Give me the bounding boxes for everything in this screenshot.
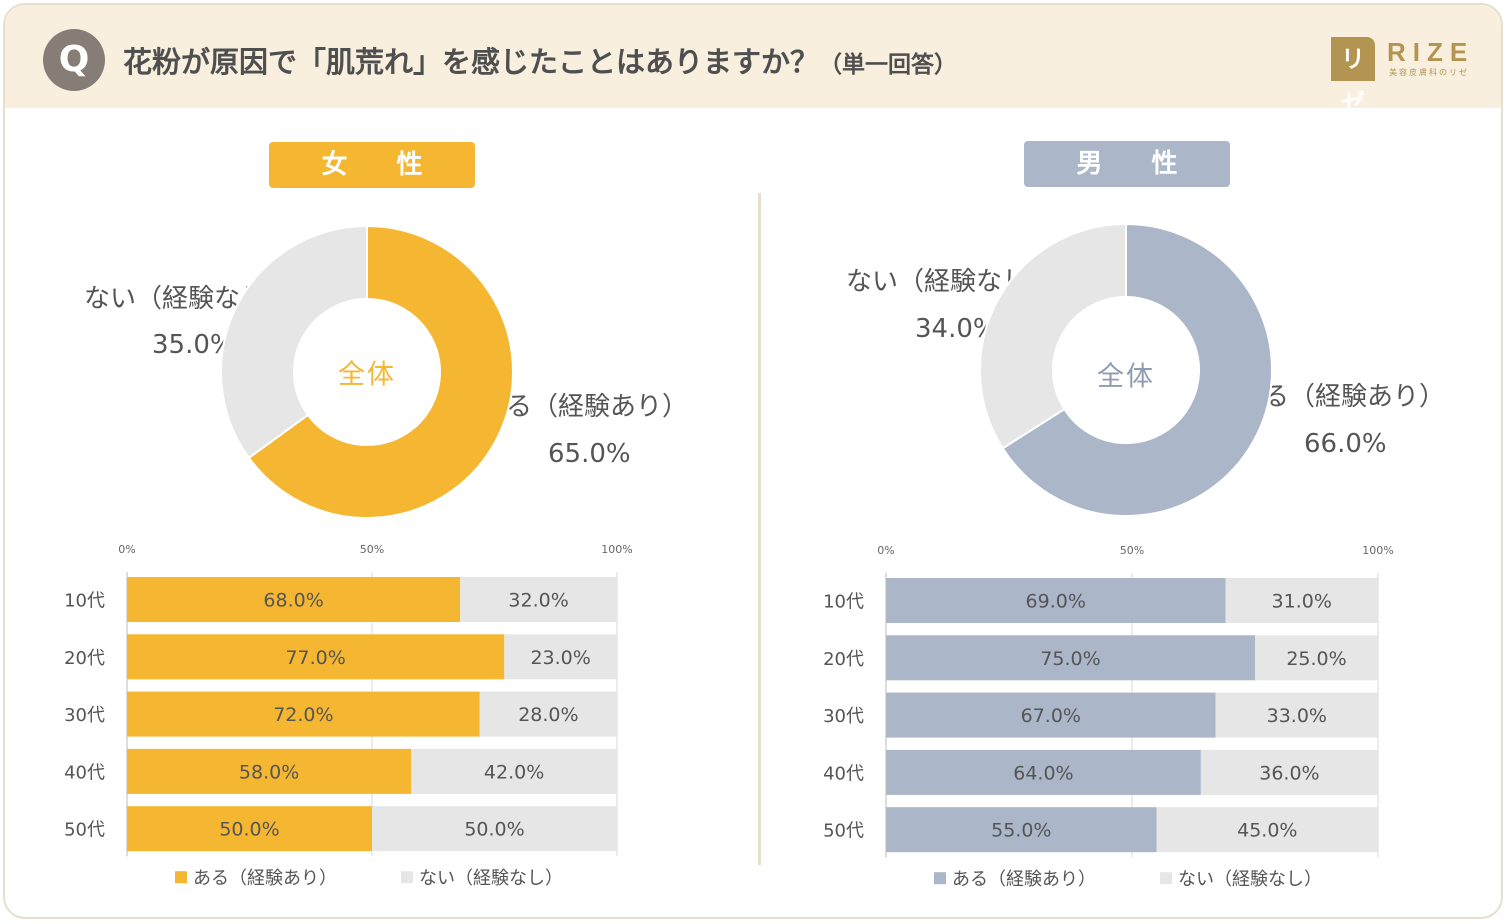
rize-logo: リゼ RIZE 美容皮膚科のリゼ <box>1331 37 1491 117</box>
male-yes-pct: 66.0% <box>1304 429 1387 459</box>
female-bar-yes <box>127 806 372 852</box>
logo-sub: 美容皮膚科のリゼ <box>1389 68 1469 77</box>
female-bar-value-label: 28.0% <box>518 704 578 726</box>
male-legend-swatch <box>1160 872 1172 885</box>
female-bar-value-label: 32.0% <box>508 590 568 612</box>
female-xtick-label: 0% <box>118 543 135 556</box>
male-bar-no <box>1215 692 1378 738</box>
female-bar-no <box>411 748 617 794</box>
male-bar-value-label: 36.0% <box>1259 762 1319 784</box>
female-donut-slice-no <box>220 224 368 460</box>
female-category-label: 40代 <box>64 762 105 783</box>
female-bar-no <box>460 577 617 622</box>
male-bar-value-label: 69.0% <box>1026 591 1086 613</box>
female-donut-center-label: 全体 <box>338 359 396 391</box>
female-category-label: 20代 <box>64 648 105 669</box>
male-bar-no <box>1255 635 1378 681</box>
female-category-label: 50代 <box>64 820 105 841</box>
female-bar-value-label: 42.0% <box>484 761 544 783</box>
male-badge: 男 性 <box>1024 141 1230 187</box>
male-category-label: 40代 <box>823 763 864 784</box>
male-xtick-label: 0% <box>877 544 894 557</box>
female-bar-value-label: 58.0% <box>239 761 299 783</box>
female-bar-value-label: 50.0% <box>464 819 524 841</box>
male-legend-label: ない（経験なし） <box>1178 869 1322 890</box>
question-note: （単一回答） <box>819 52 958 78</box>
male-category-label: 10代 <box>823 592 864 613</box>
logo-mark: リゼ <box>1331 37 1375 117</box>
male-category-label: 50代 <box>823 821 864 842</box>
male-category-label: 20代 <box>823 649 864 670</box>
female-legend-label: ある（経験あり） <box>193 868 337 889</box>
female-yes-label: ある（経験あり） <box>480 392 689 422</box>
female-bar-yes <box>127 748 412 794</box>
question-text: 花粉が原因で「肌荒れ」を感じたことはありますか？ <box>123 45 820 79</box>
male-bar-yes <box>886 635 1255 681</box>
male-bar-value-label: 45.0% <box>1237 820 1297 842</box>
female-bar-no <box>372 806 617 852</box>
female-bar-yes <box>127 634 505 680</box>
female-legend-swatch <box>175 871 187 884</box>
male-legend-swatch <box>934 872 946 885</box>
male-bar-no <box>1156 807 1378 853</box>
header: Q 花粉が原因で「肌荒れ」を感じたことはありますか？（単一回答） リゼ RIZE… <box>5 5 1501 117</box>
female-bar-value-label: 23.0% <box>530 647 590 669</box>
male-donut-center-label: 全体 <box>1097 361 1155 393</box>
female-bar-value-label: 77.0% <box>285 647 345 669</box>
male-bar-value-label: 33.0% <box>1267 705 1327 727</box>
female-category-label: 30代 <box>64 705 105 726</box>
male-category-label: 30代 <box>823 706 864 727</box>
male-donut-slice-no <box>979 222 1127 450</box>
female-donut-slice-yes <box>247 224 514 519</box>
male-donut-slice-yes <box>1001 222 1273 517</box>
male-bar-no <box>1200 749 1378 795</box>
female-badge: 女 性 <box>269 142 475 188</box>
female-xtick-label: 50% <box>360 543 384 556</box>
male-bar-value-label: 67.0% <box>1021 705 1081 727</box>
male-bar-value-label: 75.0% <box>1040 648 1100 670</box>
female-bar-yes <box>127 691 480 737</box>
female-bar-value-label: 68.0% <box>263 590 323 612</box>
female-bar-yes <box>127 577 461 622</box>
female-bar-no <box>504 634 617 680</box>
female-no-pct: 35.0% <box>152 330 235 360</box>
female-legend-label: ない（経験なし） <box>419 868 563 889</box>
male-bar-yes <box>886 807 1157 853</box>
q-badge: Q <box>43 29 105 91</box>
male-xtick-label: 100% <box>1362 544 1393 557</box>
question-title: 花粉が原因で「肌荒れ」を感じたことはありますか？（単一回答） <box>123 39 957 81</box>
female-bar-value-label: 50.0% <box>219 819 279 841</box>
male-bar-value-label: 25.0% <box>1286 648 1346 670</box>
male-bar-value-label: 31.0% <box>1272 591 1332 613</box>
male-legend-label: ある（経験あり） <box>952 869 1096 890</box>
male-xtick-label: 50% <box>1120 544 1144 557</box>
male-bar-no <box>1225 578 1378 623</box>
female-yes-pct: 65.0% <box>548 439 631 469</box>
male-bar-yes <box>886 749 1201 795</box>
male-bar-value-label: 55.0% <box>991 820 1051 842</box>
female-bar-value-label: 72.0% <box>273 704 333 726</box>
logo-word: RIZE <box>1387 37 1475 67</box>
female-legend-swatch <box>401 871 413 884</box>
male-bar-yes <box>886 692 1216 738</box>
female-bar-no <box>479 691 617 737</box>
female-category-label: 10代 <box>64 591 105 612</box>
female-xtick-label: 100% <box>601 543 632 556</box>
male-bar-yes <box>886 578 1226 623</box>
male-bar-value-label: 64.0% <box>1013 762 1073 784</box>
panel-divider <box>758 193 761 865</box>
